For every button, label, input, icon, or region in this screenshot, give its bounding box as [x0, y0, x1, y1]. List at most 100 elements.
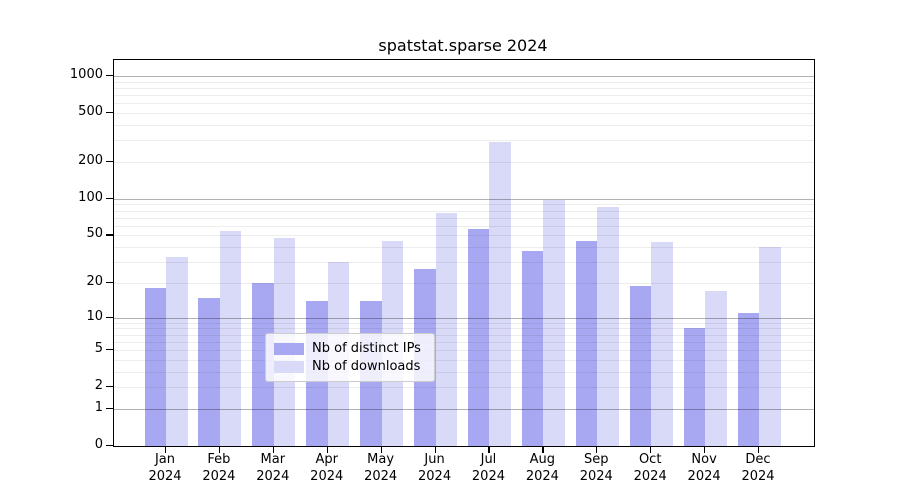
- legend-label-downloads: Nb of downloads: [312, 359, 421, 374]
- bar-ips-jan: [144, 288, 166, 446]
- y-tick-label: 100: [78, 189, 103, 205]
- y-axis-tick: [106, 234, 113, 236]
- gridline-minor: [114, 124, 814, 126]
- x-axis-tick: [434, 446, 436, 453]
- bar-ips-nov: [683, 328, 706, 446]
- year-label: 2024: [579, 469, 613, 484]
- gridline-minor: [114, 225, 814, 227]
- bar-downloads-nov: [705, 291, 727, 446]
- legend-item-downloads: Nb of downloads: [274, 358, 426, 375]
- gridline-minor: [114, 322, 814, 324]
- month-label: Apr: [315, 452, 338, 467]
- legend-label-distinct-ips: Nb of distinct IPs: [312, 341, 421, 356]
- month-label: Oct: [638, 452, 662, 467]
- y-tick-label: 50: [86, 226, 103, 242]
- month-label: Aug: [529, 452, 556, 467]
- bar-ips-dec: [737, 312, 759, 446]
- y-axis-tick: [106, 407, 113, 410]
- bar-ips-oct: [629, 285, 652, 446]
- bar-downloads-jul: [489, 141, 511, 446]
- x-tick-label-jun: Jun 2024: [395, 451, 475, 485]
- gridline-major: [114, 75, 814, 77]
- y-axis-tick: [106, 160, 113, 163]
- month-label: May: [367, 452, 395, 467]
- plot-frame: [113, 59, 815, 447]
- bar-ips-feb: [198, 297, 220, 446]
- x-axis-tick: [596, 446, 598, 453]
- y-tick-label: 2: [94, 378, 103, 394]
- y-axis-tick: [106, 316, 113, 318]
- x-tick-label-oct: Oct 2024: [610, 451, 690, 485]
- gridline-minor: [114, 95, 814, 97]
- x-axis-tick: [758, 446, 760, 453]
- gridline-major: [114, 317, 814, 319]
- bar-downloads-aug: [543, 199, 565, 446]
- year-label: 2024: [525, 469, 559, 484]
- legend-swatch-distinct-ips: [274, 342, 304, 355]
- gridline-minor: [114, 210, 814, 212]
- x-tick-label-feb: Feb 2024: [179, 451, 259, 485]
- x-tick-label-sep: Sep 2024: [556, 451, 636, 485]
- x-tick-label-jan: Jan 2024: [125, 451, 205, 485]
- month-label: Sep: [584, 452, 609, 467]
- bar-ips-jul: [467, 228, 490, 446]
- month-label: Nov: [691, 452, 717, 467]
- y-tick-label: 200: [78, 152, 103, 168]
- x-tick-label-aug: Aug 2024: [502, 451, 582, 485]
- legend-swatch-downloads: [274, 360, 304, 373]
- gridline-minor: [114, 350, 814, 352]
- month-label: Feb: [207, 452, 231, 467]
- x-axis-tick: [272, 446, 274, 453]
- y-tick-label: 10: [86, 308, 103, 324]
- x-axis-tick: [218, 446, 221, 453]
- y-tick-label: 500: [78, 104, 103, 120]
- bar-downloads-feb: [219, 231, 242, 446]
- y-axis-tick: [106, 281, 113, 284]
- gridline-minor: [114, 371, 814, 373]
- month-label: Dec: [745, 452, 771, 467]
- x-axis-tick: [165, 446, 167, 453]
- x-axis-tick: [326, 446, 328, 453]
- y-axis-tick: [106, 74, 113, 77]
- gridline-minor: [114, 262, 814, 264]
- year-label: 2024: [148, 469, 182, 484]
- chart-legend: Nb of distinct IPs Nb of downloads: [265, 333, 435, 382]
- legend-item-distinct-ips: Nb of distinct IPs: [274, 340, 426, 357]
- month-label: Mar: [260, 452, 286, 467]
- y-tick-label: 0: [94, 437, 103, 452]
- bar-downloads-sep: [597, 207, 619, 446]
- bar-ips-sep: [575, 240, 598, 446]
- x-tick-label-dec: Dec 2024: [718, 451, 798, 485]
- y-tick-label: 5: [94, 341, 103, 357]
- bar-ips-mar: [252, 282, 274, 446]
- gridline-minor: [114, 359, 814, 361]
- x-tick-label-apr: Apr 2024: [287, 451, 367, 485]
- gridline-major: [114, 198, 814, 200]
- bar-downloads-jun: [435, 212, 458, 446]
- gridline-minor: [114, 217, 814, 219]
- x-axis-tick: [380, 446, 382, 453]
- year-label: 2024: [687, 469, 721, 484]
- gridline-minor: [114, 282, 814, 284]
- gridline-minor: [114, 387, 814, 389]
- gridline-minor: [114, 235, 814, 237]
- year-label: 2024: [310, 469, 344, 484]
- y-axis-tick: [106, 386, 113, 388]
- x-tick-label-mar: Mar 2024: [233, 451, 313, 485]
- gridline-minor: [114, 140, 814, 142]
- bar-ips-aug: [521, 251, 544, 446]
- bar-downloads-oct: [651, 242, 673, 446]
- x-tick-label-may: May 2024: [341, 451, 421, 485]
- y-tick-label: 20: [86, 273, 103, 289]
- y-axis-tick: [106, 112, 113, 114]
- year-label: 2024: [741, 469, 775, 484]
- gridline-minor: [114, 334, 814, 336]
- x-axis-tick: [488, 446, 490, 453]
- year-label: 2024: [202, 469, 236, 484]
- year-label: 2024: [256, 469, 290, 484]
- y-axis-tick: [106, 445, 113, 447]
- gridline-minor: [114, 328, 814, 330]
- gridline-minor: [114, 81, 814, 83]
- y-tick-label: 1: [94, 399, 103, 415]
